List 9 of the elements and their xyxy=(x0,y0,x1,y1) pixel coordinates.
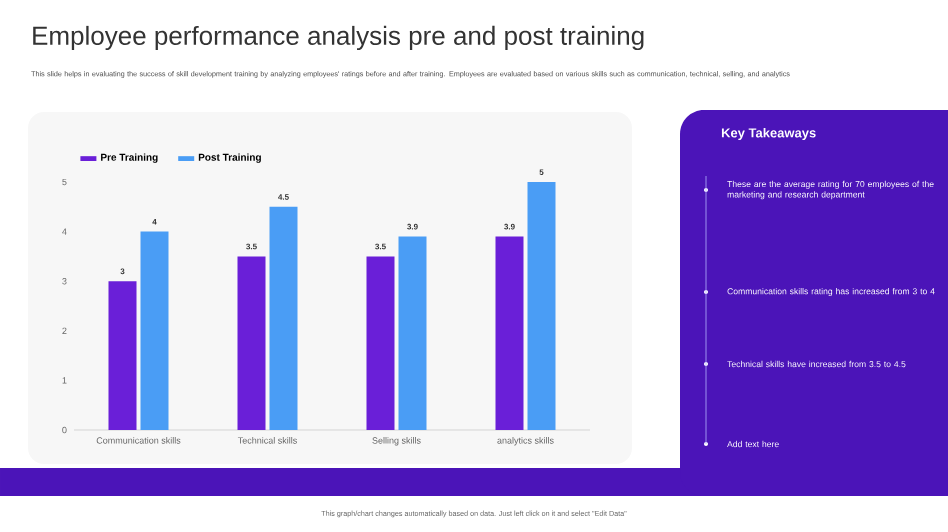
bar xyxy=(398,236,427,430)
bar xyxy=(140,231,169,430)
bar xyxy=(237,256,266,430)
chart-title: Employee performance analysis pre and post training xyxy=(33,25,644,51)
bar xyxy=(108,281,137,430)
bar xyxy=(269,206,298,430)
bar xyxy=(495,236,524,430)
bar xyxy=(366,256,395,430)
bar xyxy=(527,182,556,430)
